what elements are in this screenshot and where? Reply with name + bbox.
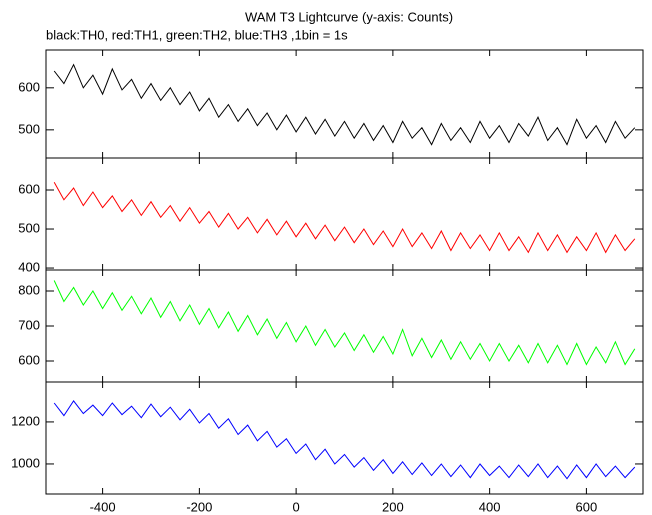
- y-tick-label: 600: [18, 79, 40, 94]
- y-tick-label: 1000: [11, 455, 40, 470]
- x-tick-label: -200: [186, 499, 212, 514]
- lightcurve: [53, 280, 636, 366]
- y-tick-label: 500: [18, 220, 40, 235]
- y-tick-label: 600: [18, 352, 40, 367]
- lightcurve: [53, 181, 636, 254]
- y-tick-label: 600: [18, 181, 40, 196]
- chart-title: WAM T3 Lightcurve (y-axis: Counts): [245, 9, 453, 24]
- y-tick-label: 500: [18, 121, 40, 136]
- x-tick-label: -400: [90, 499, 116, 514]
- panel-frame: [45, 381, 644, 495]
- y-tick-label: 800: [18, 282, 40, 297]
- y-tick-label: 700: [18, 317, 40, 332]
- y-tick-label: 400: [18, 259, 40, 274]
- x-tick-label: 200: [382, 499, 404, 514]
- lightcurve: [53, 400, 636, 480]
- x-tick-label: 0: [293, 499, 300, 514]
- x-tick-label: 400: [479, 499, 501, 514]
- y-tick-label: 1200: [11, 413, 40, 428]
- x-tick-label: 600: [576, 499, 598, 514]
- lightcurve: [53, 63, 636, 146]
- chart-subtitle: black:TH0, red:TH1, green:TH2, blue:TH3 …: [46, 27, 348, 42]
